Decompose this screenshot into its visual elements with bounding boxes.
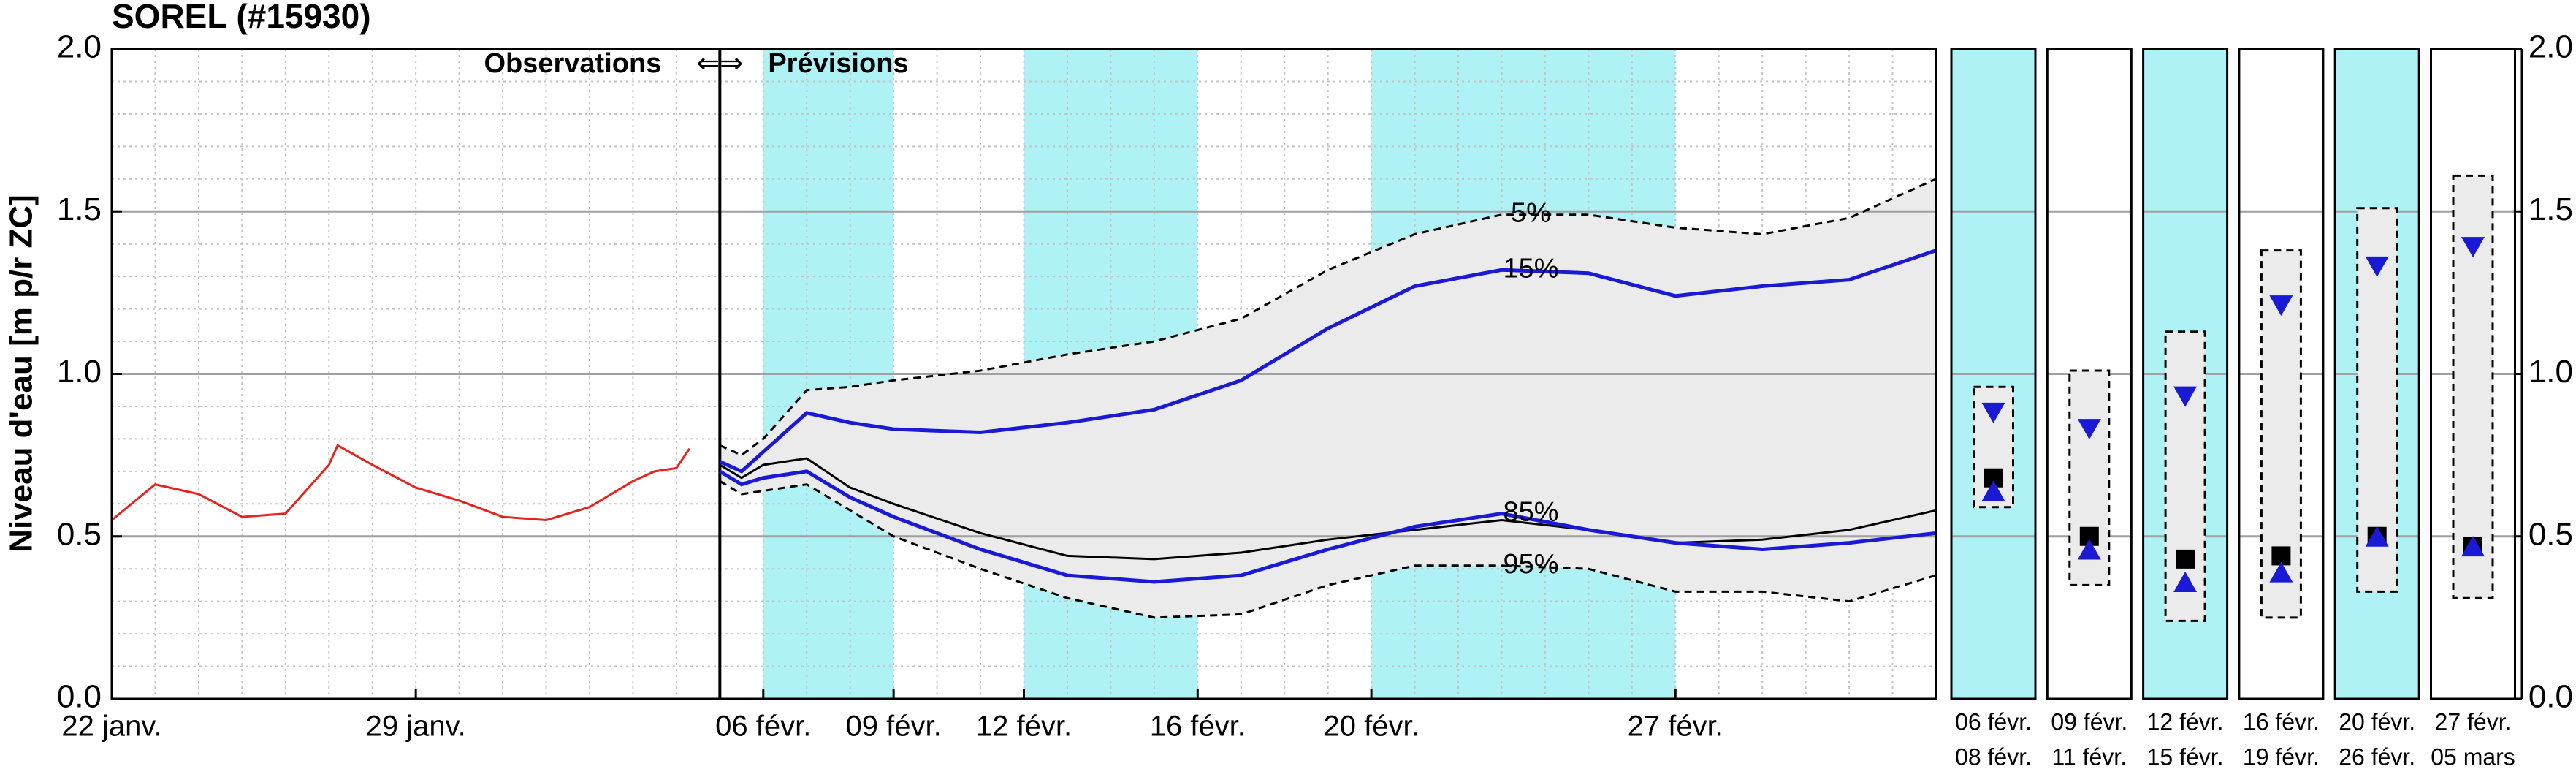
y-tick-label: 1.0	[57, 354, 102, 390]
p15-marker	[2461, 237, 2485, 258]
panel-start: 12 févr.	[2147, 708, 2224, 735]
median-marker	[2176, 549, 2195, 569]
series-label: 5%	[1511, 198, 1551, 229]
series-line	[719, 178, 1937, 457]
panel-frame	[2238, 48, 2325, 700]
p85-marker	[2461, 536, 2485, 557]
panel-end: 08 févr.	[1955, 743, 2032, 769]
y2-tick-label: 1.0	[2529, 354, 2573, 390]
x-tick-label: 22 janv.	[61, 711, 161, 743]
panel-frame	[2142, 48, 2229, 700]
uncertainty-band	[720, 178, 1937, 618]
annotation: Prévisions	[768, 48, 908, 79]
panel-start: 20 févr.	[2339, 708, 2415, 735]
series-line	[719, 480, 1937, 619]
x-tick-label: 20 févr.	[1324, 711, 1420, 743]
series-line	[719, 469, 1937, 584]
panel-end: 26 févr.	[2339, 743, 2415, 769]
panel-frame	[2333, 48, 2420, 700]
series-line	[111, 444, 690, 522]
x-tick-label: 09 févr.	[846, 711, 942, 743]
series-line	[719, 249, 1937, 474]
series-label: 85%	[1503, 497, 1558, 528]
panel-start: 06 févr.	[1955, 708, 2032, 735]
p85-marker	[2365, 526, 2389, 547]
panel-start: 09 févr.	[2051, 708, 2127, 735]
x-tick-label: 27 févr.	[1628, 711, 1723, 743]
y-tick-label: 0.0	[57, 679, 102, 715]
p15-marker	[2173, 386, 2198, 407]
panel-start: 27 févr.	[2435, 708, 2512, 735]
y2-tick-label: 0.5	[2529, 516, 2573, 552]
y2-tick-label: 2.0	[2529, 29, 2573, 65]
range-box	[2452, 174, 2494, 599]
y-tick-label: 2.0	[57, 29, 102, 65]
x-tick-label: 29 janv.	[366, 711, 466, 743]
p85-marker	[2173, 571, 2198, 592]
chart-title: SOREL (#15930)	[112, 0, 371, 35]
p85-marker	[1981, 480, 2005, 501]
y-tick-label: 1.5	[57, 192, 102, 227]
p15-marker	[2365, 256, 2389, 277]
y-axis-label: Niveau d'eau [m p/r ZC]	[4, 194, 39, 553]
panel-end: 19 févr.	[2243, 743, 2320, 769]
x-tick-label: 16 févr.	[1150, 711, 1246, 743]
panel-end: 15 févr.	[2147, 743, 2224, 769]
annotation: ⇐⇒	[696, 48, 743, 79]
p85-marker	[2269, 561, 2293, 583]
y-tick-label: 0.5	[57, 516, 102, 552]
series-label: 15%	[1503, 253, 1558, 284]
series-label: 95%	[1503, 549, 1558, 580]
p15-marker	[2269, 295, 2293, 317]
annotation: Observations	[484, 48, 661, 79]
panel-frame	[2430, 48, 2516, 700]
p15-marker	[2077, 419, 2101, 440]
panel-frame	[2046, 48, 2133, 700]
p85-marker	[2077, 539, 2101, 560]
panel-start: 16 févr.	[2243, 708, 2320, 735]
panel-frame	[1950, 48, 2037, 700]
panel-end: 11 févr.	[2052, 743, 2127, 769]
x-tick-label: 06 févr.	[715, 711, 811, 743]
p15-marker	[1981, 402, 2005, 423]
y2-tick-label: 1.5	[2529, 192, 2573, 227]
y2-tick-label: 0.0	[2529, 679, 2573, 715]
panel-end: 05 mars	[2431, 743, 2515, 769]
x-tick-label: 12 févr.	[976, 711, 1072, 743]
